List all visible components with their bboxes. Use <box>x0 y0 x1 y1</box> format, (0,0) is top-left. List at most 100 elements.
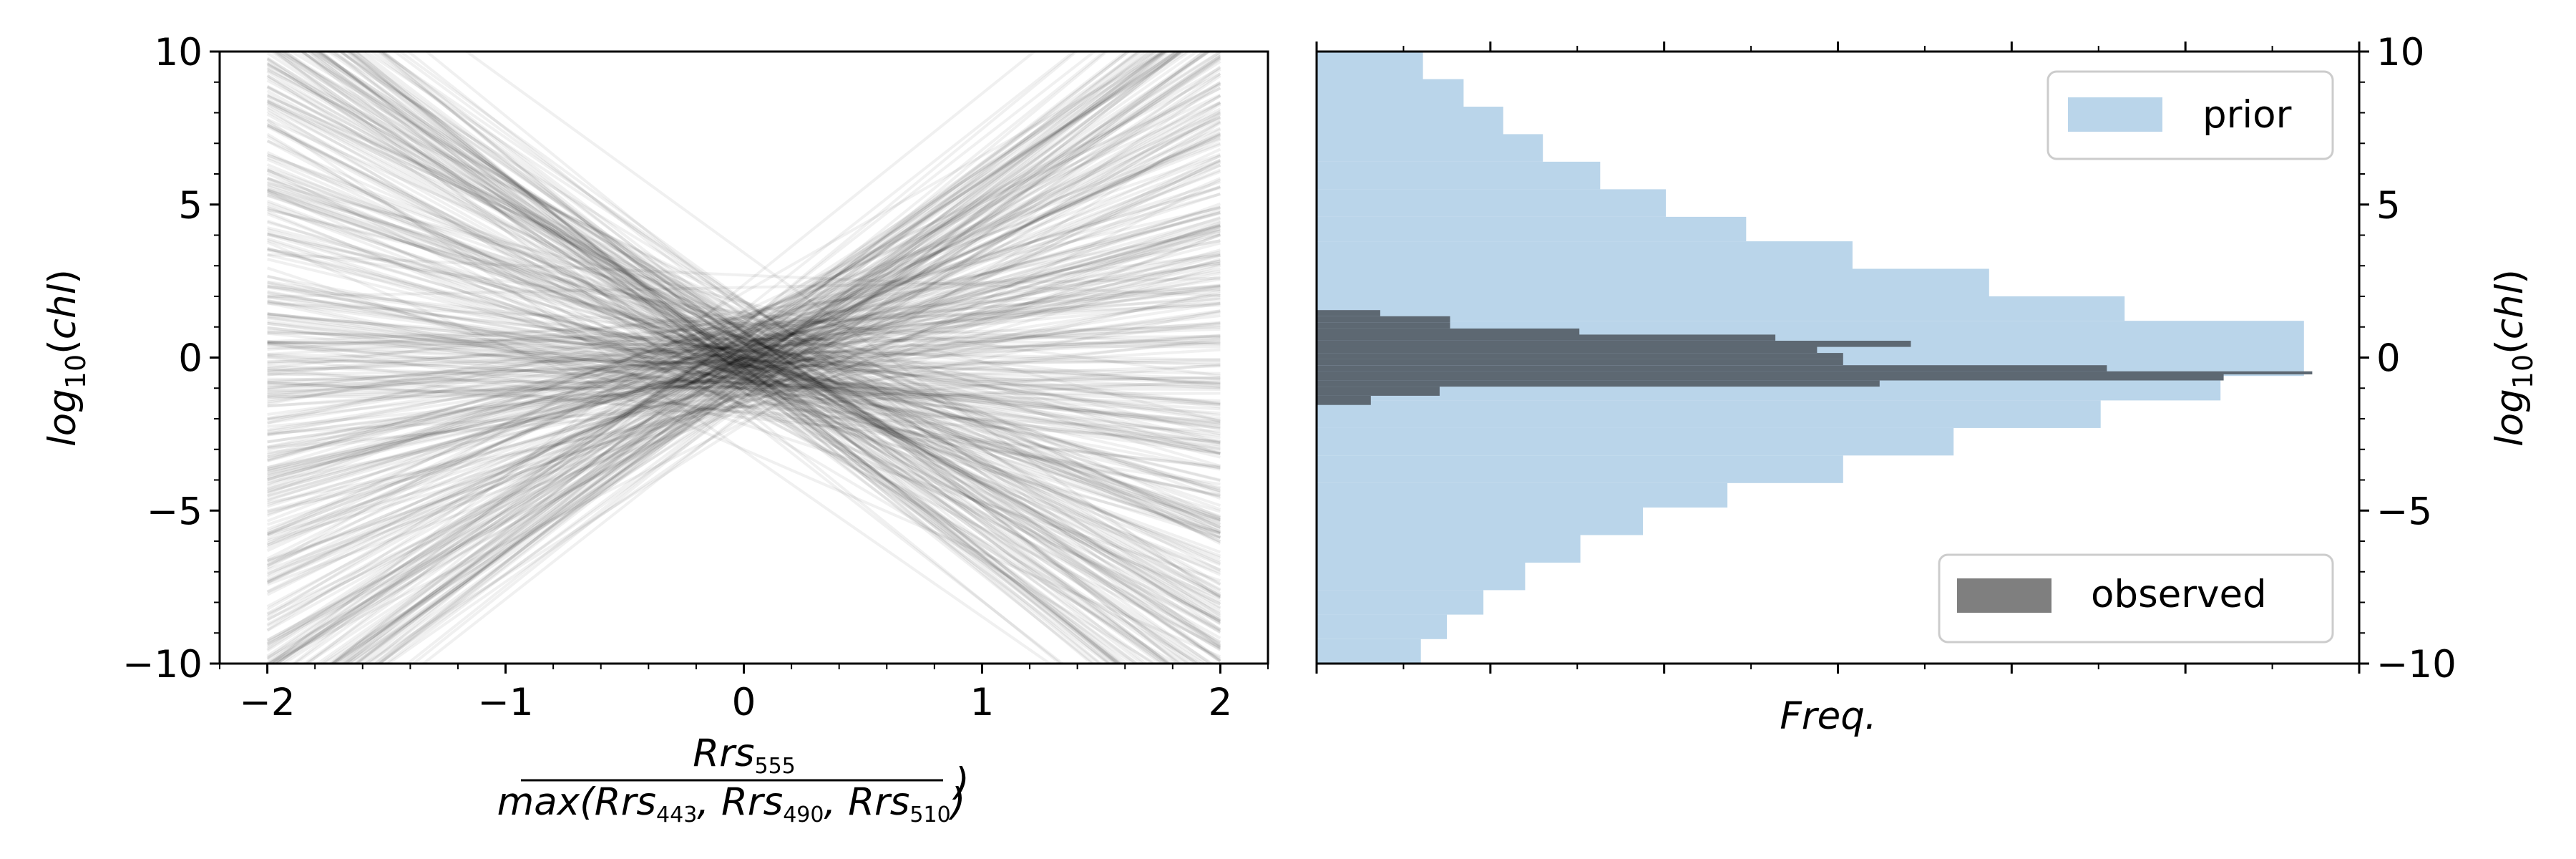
ensemble-line <box>424 52 1181 664</box>
ensemble-line <box>267 284 1221 451</box>
ensemble-line <box>266 139 1221 566</box>
prior-bar <box>1317 400 2101 428</box>
ensemble-line <box>266 169 1221 539</box>
ensemble-line <box>267 208 1221 436</box>
ensemble-line <box>376 52 1171 664</box>
ensemble-line <box>267 286 1221 445</box>
ensemble-line <box>266 127 1221 642</box>
y-tick-label: 10 <box>155 31 203 74</box>
observed-bar <box>1317 322 1450 329</box>
ensemble-line <box>266 215 1221 526</box>
ensemble-line <box>267 329 1221 384</box>
prior-bar <box>1317 52 1423 79</box>
ensemble-line <box>266 52 1153 664</box>
ensemble-line <box>406 52 1182 664</box>
ensemble-line <box>266 191 1221 533</box>
ensemble-line <box>299 52 1221 650</box>
ensemble-line <box>306 52 1140 664</box>
ensemble-line <box>267 312 1221 447</box>
ensemble-line <box>266 241 1221 659</box>
ensemble-line <box>267 281 1221 498</box>
ensemble-line <box>266 63 1221 545</box>
ensemble-line <box>306 52 1118 664</box>
ensemble-line <box>326 57 1221 664</box>
ensemble-line <box>383 52 1211 664</box>
ensemble-line <box>267 276 1221 299</box>
ensemble-line <box>288 52 1221 609</box>
ensemble-line <box>267 384 1221 391</box>
ensemble-line <box>267 275 1221 469</box>
ensemble-line <box>318 52 1121 664</box>
y-tick-label: −5 <box>147 490 203 533</box>
ensemble-line <box>266 188 1221 526</box>
ensemble-line <box>267 237 1221 534</box>
ensemble-line <box>267 372 1221 406</box>
ensemble-line <box>267 239 1221 420</box>
ensemble-line <box>266 66 1221 611</box>
ensemble-line <box>377 52 1180 664</box>
observed-bar <box>1317 374 2224 381</box>
ensemble-line <box>266 170 1221 531</box>
observed-bar <box>1317 359 1843 366</box>
ensemble-line <box>266 93 1221 545</box>
ensemble-line <box>267 367 1221 468</box>
ensemble-line <box>267 341 1221 383</box>
ensemble-line <box>266 188 1221 529</box>
ensemble-line <box>267 275 1221 455</box>
ensemble-line <box>266 67 1221 619</box>
ensemble-line <box>267 314 1221 386</box>
x-label-numerator: Rrs555 <box>693 732 796 779</box>
ensemble-line <box>315 52 1192 664</box>
ensemble-line <box>332 52 1113 664</box>
ensemble-line <box>267 253 1221 452</box>
observed-bar <box>1317 395 1371 405</box>
ensemble-line <box>392 52 1221 662</box>
ensemble-line <box>267 205 1221 482</box>
ensemble-line <box>267 225 1221 494</box>
ensemble-line <box>267 316 1221 445</box>
ensemble-line <box>331 54 1221 664</box>
ensemble-line <box>267 321 1221 396</box>
ensemble-line <box>266 150 1221 606</box>
ensemble-line <box>267 296 1221 444</box>
ensemble-line <box>267 321 1221 437</box>
line-ensemble <box>266 52 1221 664</box>
ensemble-line <box>267 316 1221 430</box>
ensemble-line <box>266 79 1221 592</box>
ensemble-line <box>267 302 1221 346</box>
observed-bar <box>1317 346 1818 353</box>
ensemble-line <box>267 261 1221 422</box>
ensemble-line <box>267 274 1221 535</box>
ensemble-line <box>267 233 1221 445</box>
ensemble-line <box>273 52 1221 646</box>
ensemble-line <box>266 228 1221 562</box>
ensemble-line <box>267 330 1221 367</box>
ensemble-line <box>292 52 1168 664</box>
ensemble-line <box>267 301 1221 498</box>
ensemble-line <box>369 52 1196 664</box>
ensemble-line <box>328 52 1131 664</box>
ensemble-line <box>266 127 1221 547</box>
ensemble-line <box>267 187 1221 467</box>
ensemble-line <box>266 100 1221 530</box>
prior-bar <box>1317 79 1464 107</box>
ensemble-line <box>267 212 1221 457</box>
prior-bar <box>1317 161 1601 190</box>
ensemble-line <box>267 233 1221 493</box>
ensemble-line <box>267 336 1221 384</box>
ensemble-line <box>267 364 1221 399</box>
ensemble-line <box>308 52 1163 664</box>
ensemble-line <box>267 232 1221 459</box>
ensemble-line <box>267 295 1221 405</box>
ensemble-line <box>267 208 1221 444</box>
ensemble-line <box>338 52 1221 662</box>
ensemble-line <box>267 246 1221 523</box>
prior-bar <box>1317 189 1667 217</box>
legend-prior-box <box>2046 70 2334 160</box>
ensemble-line <box>267 284 1221 433</box>
ensemble-line <box>267 377 1221 386</box>
ensemble-line <box>405 52 1184 664</box>
ensemble-line <box>266 94 1221 628</box>
ensemble-line <box>329 52 1211 664</box>
